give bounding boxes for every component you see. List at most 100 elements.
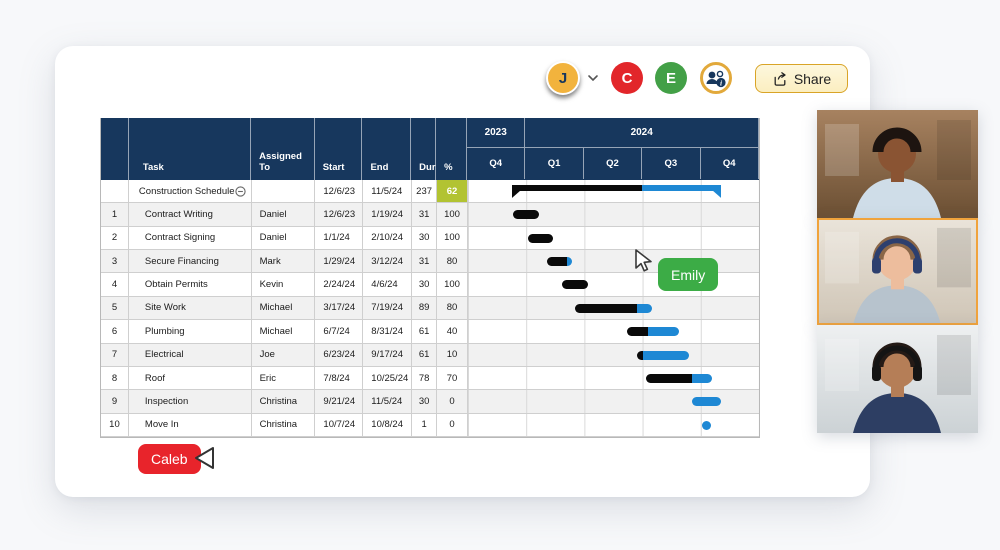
- cell-duration[interactable]: 30: [412, 273, 438, 296]
- participant-bottom-video[interactable]: [817, 325, 978, 433]
- cell-duration[interactable]: 30: [412, 226, 438, 250]
- cell-task[interactable]: Contract Signing: [129, 226, 252, 250]
- cell-percent-complete[interactable]: 62: [437, 180, 468, 203]
- cell-task[interactable]: Move In: [129, 413, 252, 436]
- cell-row-number[interactable]: 6: [101, 320, 129, 343]
- cell-end-date[interactable]: 1/19/24: [363, 203, 413, 226]
- cell-assigned-to[interactable]: Mark: [252, 250, 316, 273]
- cell-percent-complete[interactable]: 70: [437, 366, 468, 390]
- cell-start-date[interactable]: 1/1/24: [315, 226, 364, 250]
- cell-assigned-to[interactable]: [252, 180, 316, 203]
- cell-assigned-to[interactable]: Christina: [252, 390, 316, 413]
- cell-row-number[interactable]: 2: [101, 226, 129, 250]
- cell-assigned-to[interactable]: Christina: [252, 413, 316, 436]
- cell-duration[interactable]: 31: [412, 203, 438, 226]
- gantt-task-bar[interactable]: [627, 327, 680, 337]
- cell-assigned-to[interactable]: Kevin: [252, 273, 316, 296]
- cell-assigned-to[interactable]: Eric: [252, 366, 316, 390]
- cell-percent-complete[interactable]: 0: [437, 413, 468, 436]
- cell-percent-complete[interactable]: 40: [437, 320, 468, 343]
- cell-task[interactable]: Site Work: [129, 296, 252, 320]
- cell-duration[interactable]: 31: [412, 250, 438, 273]
- cell-row-number[interactable]: 8: [101, 366, 129, 390]
- cell-task[interactable]: Plumbing: [129, 320, 252, 343]
- chevron-down-icon[interactable]: [585, 70, 601, 86]
- cell-task[interactable]: Contract Writing: [129, 203, 252, 226]
- cell-percent-complete[interactable]: 0: [437, 390, 468, 413]
- cell-task[interactable]: Roof: [129, 366, 252, 390]
- cell-start-date[interactable]: 12/6/23: [315, 203, 364, 226]
- cell-task[interactable]: Obtain Permits: [129, 273, 252, 296]
- cell-start-date[interactable]: 12/6/23: [315, 180, 364, 203]
- cell-end-date[interactable]: 3/12/24: [363, 250, 413, 273]
- cell-task[interactable]: Inspection: [129, 390, 252, 413]
- share-button[interactable]: Share: [755, 64, 848, 93]
- collaborator-avatar-e[interactable]: E: [655, 62, 687, 94]
- gantt-cell[interactable]: [468, 320, 759, 343]
- cell-start-date[interactable]: 6/7/24: [315, 320, 364, 343]
- cell-duration[interactable]: 237: [412, 180, 438, 203]
- cell-percent-complete[interactable]: 100: [437, 226, 468, 250]
- participant-top-video[interactable]: [817, 110, 978, 218]
- gantt-task-bar[interactable]: [527, 233, 553, 243]
- cell-row-number[interactable]: [101, 180, 129, 203]
- cell-row-number[interactable]: 1: [101, 203, 129, 226]
- gantt-task-bar[interactable]: [646, 373, 713, 383]
- gantt-cell[interactable]: [468, 226, 759, 250]
- cell-duration[interactable]: 1: [412, 413, 438, 436]
- gantt-cell[interactable]: [468, 390, 759, 413]
- cell-assigned-to[interactable]: Daniel: [252, 203, 316, 226]
- cell-start-date[interactable]: 10/7/24: [315, 413, 364, 436]
- collaborator-avatar-c[interactable]: C: [611, 62, 643, 94]
- cell-start-date[interactable]: 9/21/24: [315, 390, 364, 413]
- cell-row-number[interactable]: 9: [101, 390, 129, 413]
- gantt-task-bar[interactable]: [692, 397, 722, 407]
- cell-start-date[interactable]: 7/8/24: [315, 366, 364, 390]
- cell-end-date[interactable]: 2/10/24: [363, 226, 413, 250]
- participant-middle-video[interactable]: [817, 218, 978, 325]
- cell-assigned-to[interactable]: Michael: [252, 296, 316, 320]
- cell-row-number[interactable]: 7: [101, 343, 129, 366]
- gantt-task-bar[interactable]: [637, 350, 690, 360]
- user-avatar[interactable]: J: [546, 61, 580, 95]
- cell-assigned-to[interactable]: Joe: [252, 343, 316, 366]
- cell-task[interactable]: Electrical: [129, 343, 252, 366]
- cell-start-date[interactable]: 6/23/24: [315, 343, 364, 366]
- gantt-cell[interactable]: [467, 180, 759, 203]
- cell-task[interactable]: Construction Schedule: [129, 180, 252, 203]
- cell-end-date[interactable]: 9/17/24: [363, 343, 413, 366]
- cell-end-date[interactable]: 8/31/24: [363, 320, 413, 343]
- gantt-milestone-dot[interactable]: [702, 421, 712, 431]
- cell-end-date[interactable]: 11/5/24: [363, 180, 413, 203]
- collaborators-info-icon[interactable]: i: [700, 62, 732, 94]
- cell-assigned-to[interactable]: Daniel: [252, 226, 316, 250]
- cell-end-date[interactable]: 7/19/24: [363, 296, 413, 320]
- gantt-task-bar[interactable]: [574, 303, 653, 313]
- gantt-summary-bar[interactable]: [511, 185, 722, 191]
- gantt-cell[interactable]: [468, 343, 759, 366]
- cell-assigned-to[interactable]: Michael: [252, 320, 316, 343]
- cell-end-date[interactable]: 10/25/24: [363, 366, 413, 390]
- cell-start-date[interactable]: 1/29/24: [315, 250, 364, 273]
- gantt-cell[interactable]: [468, 413, 759, 436]
- cell-task[interactable]: Secure Financing: [129, 250, 252, 273]
- collapse-icon[interactable]: [234, 186, 246, 197]
- cell-duration[interactable]: 61: [412, 343, 438, 366]
- cell-row-number[interactable]: 3: [101, 250, 129, 273]
- cell-row-number[interactable]: 5: [101, 296, 129, 320]
- cell-duration[interactable]: 89: [412, 296, 438, 320]
- gantt-task-bar[interactable]: [561, 280, 588, 290]
- cell-percent-complete[interactable]: 100: [437, 273, 468, 296]
- cell-percent-complete[interactable]: 80: [437, 250, 468, 273]
- cell-end-date[interactable]: 4/6/24: [363, 273, 413, 296]
- gantt-cell[interactable]: [468, 366, 759, 390]
- gantt-cell[interactable]: [468, 203, 759, 226]
- cell-start-date[interactable]: 2/24/24: [315, 273, 364, 296]
- cell-row-number[interactable]: 10: [101, 413, 129, 436]
- cell-row-number[interactable]: 4: [101, 273, 129, 296]
- gantt-cell[interactable]: [468, 296, 759, 320]
- cell-percent-complete[interactable]: 100: [437, 203, 468, 226]
- cell-duration[interactable]: 61: [412, 320, 438, 343]
- cell-start-date[interactable]: 3/17/24: [315, 296, 364, 320]
- cell-end-date[interactable]: 10/8/24: [363, 413, 413, 436]
